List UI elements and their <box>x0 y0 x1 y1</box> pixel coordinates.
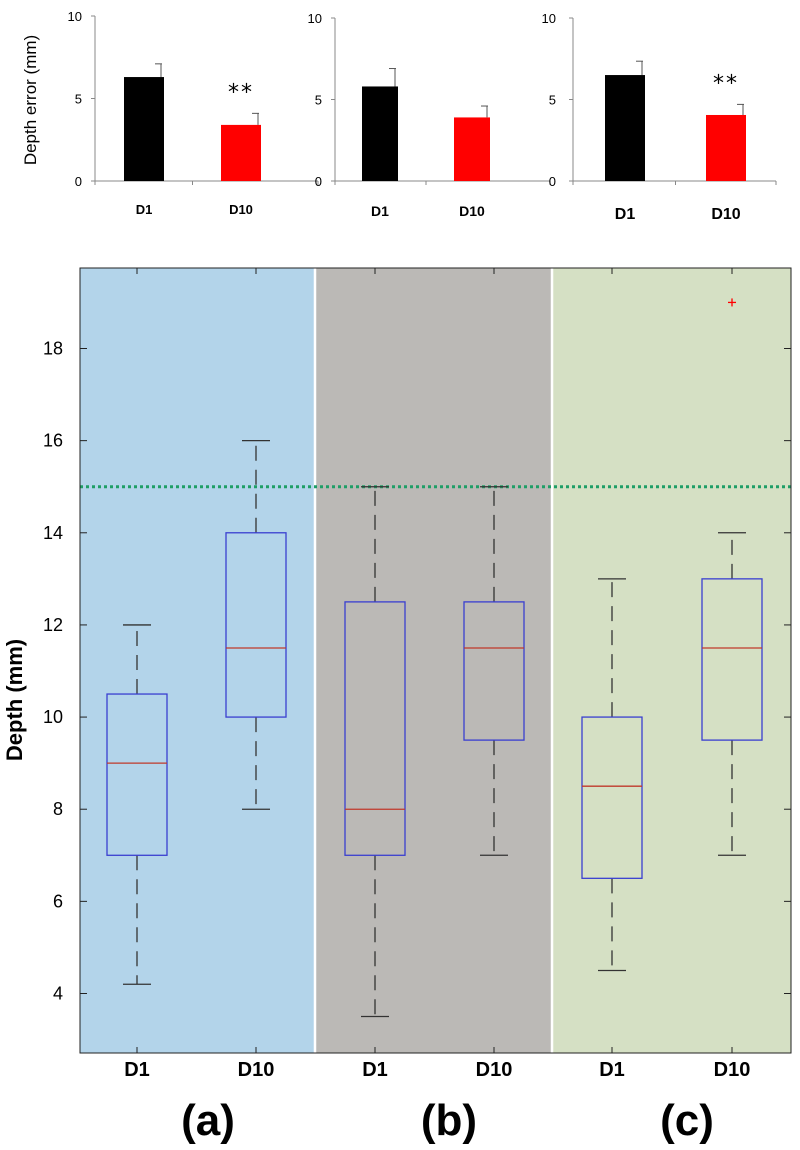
bar-chart-panel-2: 0 5 10 D1 D10 <box>308 11 551 219</box>
bar-d1 <box>605 75 645 181</box>
y-tick-label: 6 <box>53 891 63 911</box>
box-category-label: D1 <box>599 1059 625 1081</box>
bar-y-tick-label: 0 <box>75 174 82 189</box>
box-3 <box>344 486 406 1018</box>
iqr-box <box>463 601 525 741</box>
box-category-label: D1 <box>362 1059 388 1081</box>
y-tick-label: 18 <box>43 339 63 359</box>
y-tick-label: 4 <box>53 984 63 1004</box>
y-tick-label: 16 <box>43 431 63 451</box>
iqr-box <box>701 578 763 741</box>
bar-chart-panel-1: 0 5 10 D1 D10 ** Depth error (mm) <box>21 9 319 217</box>
iqr-box <box>225 532 287 718</box>
bar-y-axis-label: Depth error (mm) <box>21 35 40 165</box>
box-category-label: D10 <box>476 1059 513 1081</box>
bar-y-tick-label: 10 <box>68 9 82 24</box>
significance-stars: ** <box>228 80 254 105</box>
bar-y-tick-label: 5 <box>315 93 322 108</box>
bar-d10 <box>221 124 261 181</box>
bar-category-label: D10 <box>459 203 485 219</box>
panel-background-2 <box>315 268 552 1053</box>
bar-category-label: D10 <box>711 206 740 223</box>
plot-frame <box>79 267 792 1054</box>
y-tick-label: 12 <box>43 615 63 635</box>
box-6 <box>701 298 763 856</box>
bar-y-tick-label: 0 <box>315 174 322 189</box>
box-category-label: D10 <box>714 1059 751 1081</box>
bar-y-tick-label: 5 <box>549 93 556 108</box>
bar-category-label: D1 <box>615 206 636 223</box>
box-category-label: D1 <box>124 1059 150 1081</box>
panel-label: (a) <box>181 1096 235 1145</box>
panel-label: (b) <box>421 1096 477 1145</box>
bar-y-tick-label: 5 <box>75 92 82 107</box>
panel-label: (c) <box>660 1096 714 1145</box>
bar-d1 <box>124 77 164 181</box>
box-2 <box>225 439 287 810</box>
panel-background-1 <box>80 268 315 1053</box>
box-plot: D1 D10 D1 D10 D1 D10 4 6 8 10 12 14 16 18 Depth (mm) (a… <box>2 267 792 1145</box>
bar-y-tick-label: 0 <box>549 174 556 189</box>
iqr-box <box>581 716 643 879</box>
bar-category-label: D1 <box>136 202 153 217</box>
box-category-label: D10 <box>238 1059 275 1081</box>
bar-category-label: D10 <box>229 202 253 217</box>
bar-y-tick-label: 10 <box>308 11 322 26</box>
bar-chart-panel-3: 0 5 10 D1 D10 ** <box>542 11 777 223</box>
bar-charts: 0 5 10 D1 D10 ** Depth error (mm) 0 5 10 D1 D10 0 5 10… <box>21 9 777 223</box>
bar-category-label: D1 <box>371 203 389 219</box>
bar-d10 <box>454 117 490 181</box>
iqr-box <box>106 693 168 856</box>
bar-y-tick-label: 10 <box>542 11 556 26</box>
y-tick-label: 14 <box>43 523 63 543</box>
box-4 <box>463 486 525 856</box>
panel-background-3 <box>552 268 791 1053</box>
bar-d1 <box>362 86 398 181</box>
significance-stars: ** <box>713 71 739 96</box>
box-5 <box>581 578 643 972</box>
iqr-box <box>344 601 406 856</box>
box-1 <box>106 624 168 985</box>
y-tick-label: 10 <box>43 707 63 727</box>
y-axis-label: Depth (mm) <box>2 639 27 761</box>
outlier-marker <box>728 298 736 307</box>
y-tick-label: 8 <box>53 799 63 819</box>
bar-d10 <box>706 114 746 181</box>
